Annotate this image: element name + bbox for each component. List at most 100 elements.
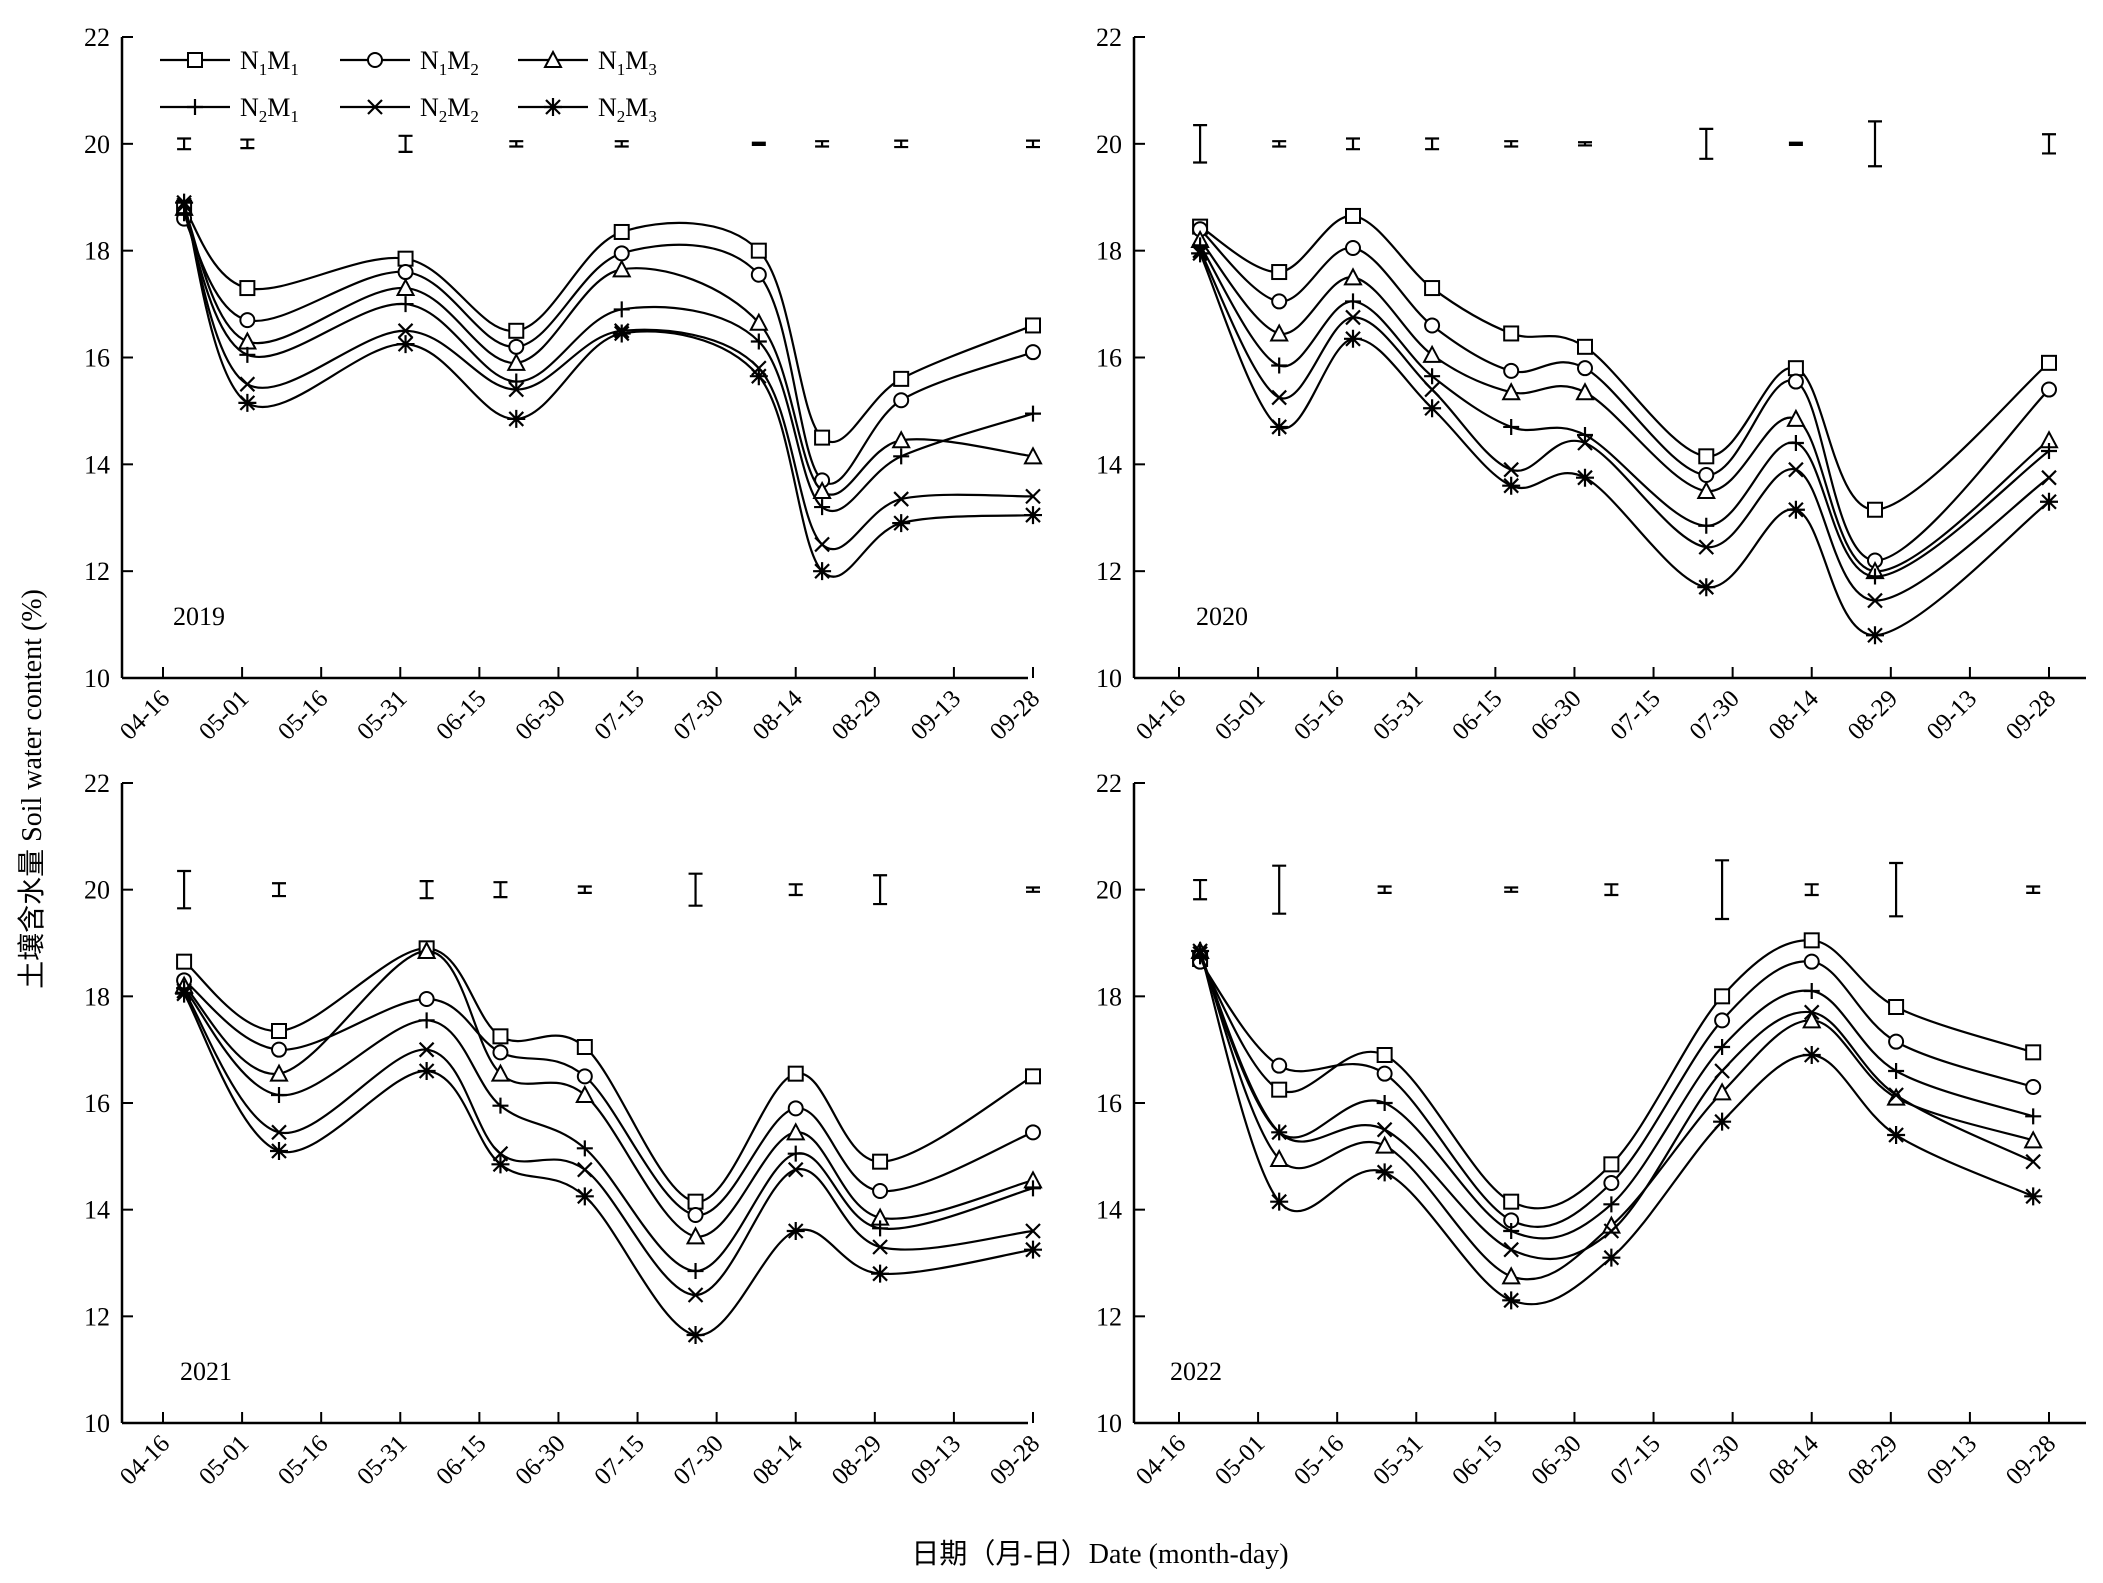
error-bar	[815, 140, 830, 148]
series-line	[183, 947, 1034, 1203]
y-tick-label: 12	[1096, 557, 1122, 586]
asterisk-marker	[2024, 1187, 2043, 1206]
cross-marker	[2025, 1153, 2041, 1170]
cross-marker	[508, 381, 525, 398]
circle-marker	[1803, 953, 1820, 970]
panel-year-label: 2022	[1170, 1357, 1222, 1386]
cross-marker	[1271, 1124, 1287, 1141]
plus-marker	[893, 448, 910, 465]
y-tick-label: 18	[1096, 982, 1122, 1011]
x-tick-label: 06-15	[431, 685, 491, 745]
plus-marker	[397, 296, 414, 313]
y-tick-label: 18	[84, 982, 110, 1011]
square-marker	[492, 1028, 509, 1045]
x-tick-label: 05-16	[1289, 685, 1349, 745]
error-bar	[509, 140, 524, 148]
error-bar	[2042, 133, 2056, 155]
cross-marker	[1867, 592, 1883, 609]
y-tick-label: 22	[1096, 769, 1122, 798]
x-tick-label: 08-29	[1843, 1430, 1903, 1490]
x-tick-label: 09-28	[2001, 685, 2061, 745]
asterisk-marker	[507, 409, 526, 428]
square-marker	[2041, 354, 2057, 371]
square-marker	[1698, 448, 1715, 465]
circle-marker	[1714, 1012, 1731, 1029]
legend-asterisk-marker	[544, 98, 562, 116]
triangle-marker	[891, 430, 911, 449]
asterisk-marker	[612, 324, 631, 343]
square-marker	[750, 242, 767, 259]
error-bar	[1026, 139, 1040, 149]
cross-marker	[1424, 381, 1440, 398]
cross-marker	[687, 1287, 704, 1303]
square-marker	[1025, 1068, 1041, 1085]
y-tick-label: 10	[1096, 1409, 1122, 1438]
plus-marker	[492, 1097, 509, 1114]
asterisk-marker	[1375, 1163, 1394, 1182]
y-tick-label: 10	[84, 1409, 110, 1438]
asterisk-marker	[1697, 578, 1716, 597]
asterisk-marker	[2040, 492, 2058, 511]
asterisk-marker	[1602, 1248, 1621, 1267]
legend-label: N2M3	[598, 93, 657, 126]
cross-marker	[1888, 1087, 1904, 1103]
x-tick-label: 05-01	[1210, 1430, 1270, 1490]
triangle-marker	[395, 277, 416, 297]
triangle-marker	[685, 1226, 706, 1245]
triangle-marker	[612, 259, 632, 278]
asterisk-marker	[1270, 417, 1289, 436]
x-tick-label: 08-14	[1764, 1430, 1825, 1491]
asterisk-marker	[238, 393, 257, 412]
square-marker	[1503, 325, 1520, 342]
plus-marker	[1376, 1095, 1393, 1111]
x-tick-label: 09-13	[906, 685, 966, 745]
x-tick-label: 08-29	[827, 1430, 887, 1490]
x-axis-title: 日期（月-日）Date (month-day)	[911, 1539, 1289, 1570]
triangle-marker	[416, 940, 437, 959]
y-tick-label: 16	[1096, 1089, 1122, 1118]
error-bar	[1504, 886, 1519, 893]
x-tick-label: 08-14	[748, 685, 809, 746]
circle-marker	[1503, 362, 1520, 379]
plus-marker	[576, 1140, 593, 1157]
square-marker	[2025, 1044, 2042, 1061]
plus-marker	[687, 1263, 704, 1279]
cross-marker	[787, 1161, 804, 1178]
circle-marker	[1424, 317, 1441, 334]
legend-square-marker	[187, 52, 203, 68]
panel-year-label: 2019	[173, 602, 225, 631]
asterisk-marker	[1270, 1192, 1289, 1211]
triangle-marker	[2023, 1130, 2043, 1149]
asterisk-marker	[575, 1187, 594, 1206]
y-tick-label: 12	[1096, 1302, 1122, 1331]
triangle-marker	[749, 312, 769, 331]
error-bar	[1578, 141, 1592, 147]
square-marker	[1803, 932, 1820, 949]
error-bar	[1788, 141, 1803, 147]
legend-triangle-marker	[543, 49, 563, 68]
x-tick-label: 05-16	[273, 685, 333, 745]
circle-marker	[1603, 1175, 1620, 1191]
cross-marker	[1503, 461, 1519, 478]
triangle-marker	[1575, 382, 1595, 401]
x-tick-label: 07-30	[1685, 685, 1745, 745]
asterisk-marker	[1713, 1112, 1732, 1131]
square-marker	[1714, 988, 1731, 1005]
cross-marker	[1803, 1004, 1820, 1021]
cross-marker	[1788, 461, 1804, 478]
cross-marker	[418, 1041, 435, 1058]
y-axis-title: 土壤含水量 Soil water content (%)	[17, 589, 48, 989]
triangle-marker	[1601, 1215, 1622, 1234]
cross-marker	[1698, 539, 1715, 555]
plus-marker	[1577, 426, 1593, 443]
y-tick-label: 22	[84, 769, 110, 798]
asterisk-marker	[417, 1062, 436, 1080]
y-tick-label: 18	[84, 237, 110, 266]
circle-marker	[576, 1068, 593, 1085]
circle-marker	[397, 264, 414, 281]
error-bar	[1868, 120, 1882, 168]
asterisk-marker	[1423, 399, 1442, 418]
plus-marker	[271, 1087, 287, 1103]
